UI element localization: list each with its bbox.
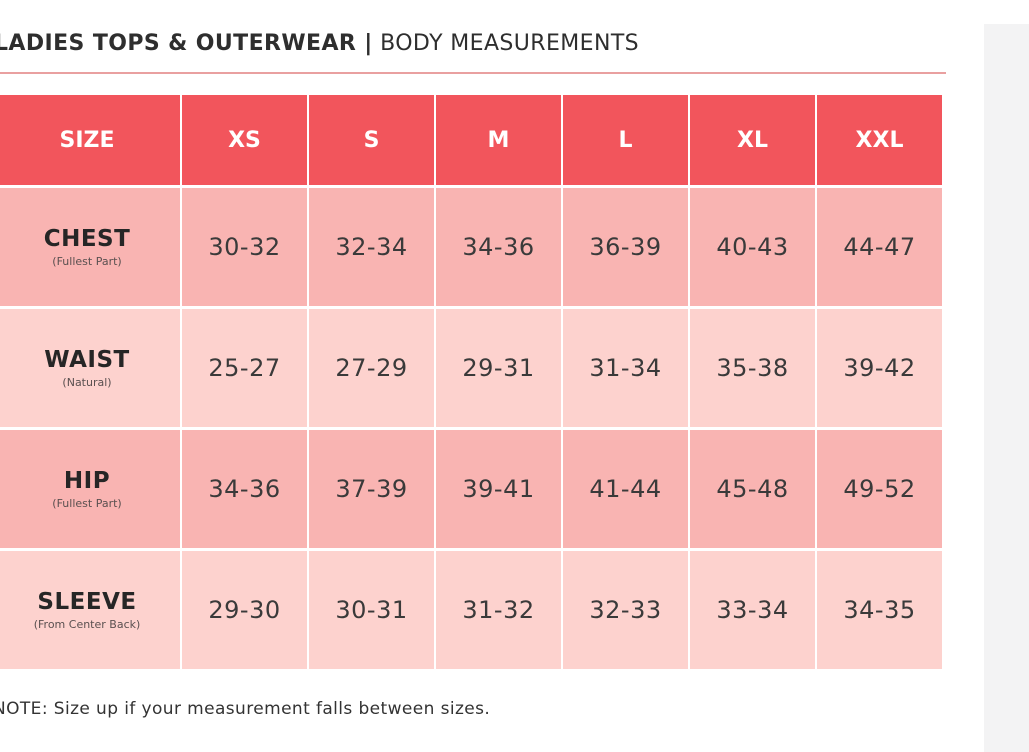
measurement-note: (Natural) [62,376,112,389]
size-note: NOTE: Size up if your measurement falls … [0,699,491,719]
table-cell: 34-36 [436,188,561,306]
table-cell: 39-41 [436,430,561,548]
header-size-m: M [436,95,561,185]
table-cell: 33-34 [690,551,815,669]
measurement-name: WAIST [44,347,130,373]
table-cell: 37-39 [309,430,434,548]
row-label-hip: HIP (Fullest Part) [0,430,180,548]
table-cell: 41-44 [563,430,688,548]
table-cell: 32-33 [563,551,688,669]
table-cell: 34-35 [817,551,942,669]
table-cell: 31-32 [436,551,561,669]
header-size-l: L [563,95,688,185]
table-cell: 35-38 [690,309,815,427]
table-cell: 30-31 [309,551,434,669]
table-cell: 30-32 [182,188,307,306]
table-row-chest: CHEST (Fullest Part) 30-32 32-34 34-36 3… [0,188,942,306]
row-label-chest: CHEST (Fullest Part) [0,188,180,306]
header-size-xxl: XXL [817,95,942,185]
table-cell: 36-39 [563,188,688,306]
row-label-waist: WAIST (Natural) [0,309,180,427]
table-cell: 27-29 [309,309,434,427]
table-cell: 25-27 [182,309,307,427]
header-size-xs: XS [182,95,307,185]
measurement-name: HIP [63,468,111,494]
table-cell: 29-31 [436,309,561,427]
measurement-note: (Fullest Part) [52,255,122,268]
side-panel [984,24,1029,752]
table-row-waist: WAIST (Natural) 25-27 27-29 29-31 31-34 … [0,309,942,427]
title-sub: BODY MEASUREMENTS [372,31,640,56]
title-divider [0,72,946,74]
table-cell: 39-42 [817,309,942,427]
header-size-xl: XL [690,95,815,185]
row-label-sleeve: SLEEVE (From Center Back) [0,551,180,669]
table-cell: 44-47 [817,188,942,306]
table-cell: 49-52 [817,430,942,548]
table-cell: 32-34 [309,188,434,306]
measurement-note: (Fullest Part) [52,497,122,510]
header-size-label: SIZE [0,95,180,185]
page-title: LADIES TOPS & OUTERWEAR | BODY MEASUREME… [0,27,639,61]
size-chart-table: SIZE XS S M L XL XXL CHEST (Fullest Part… [0,92,944,672]
title-main: LADIES TOPS & OUTERWEAR | [0,31,373,56]
header-size-s: S [309,95,434,185]
measurement-name: SLEEVE [37,589,137,615]
table-cell: 29-30 [182,551,307,669]
table-row-sleeve: SLEEVE (From Center Back) 29-30 30-31 31… [0,551,942,669]
table-cell: 45-48 [690,430,815,548]
table-cell: 40-43 [690,188,815,306]
measurement-note: (From Center Back) [33,618,141,631]
table-cell: 34-36 [182,430,307,548]
measurement-name: CHEST [43,226,131,252]
table-row-hip: HIP (Fullest Part) 34-36 37-39 39-41 41-… [0,430,942,548]
table-cell: 31-34 [563,309,688,427]
size-header-row: SIZE XS S M L XL XXL [0,95,942,185]
